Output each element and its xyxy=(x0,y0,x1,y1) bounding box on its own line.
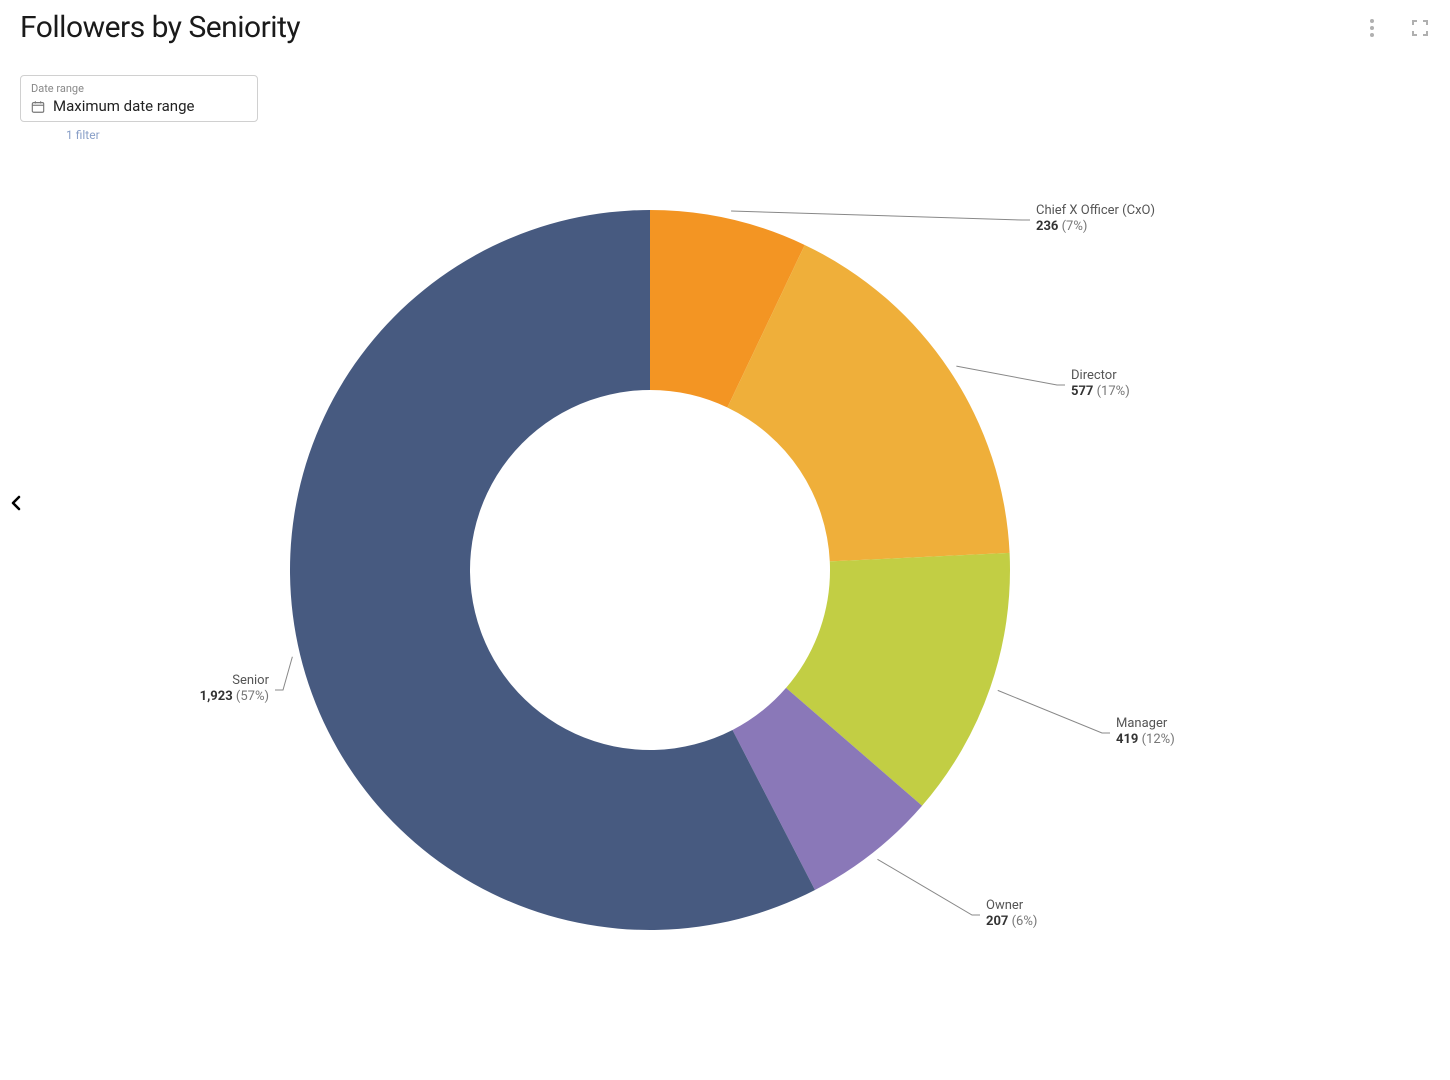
donut-chart: Chief X Officer (CxO)236 (7%) Director577… xyxy=(0,170,1450,1010)
expand-icon[interactable] xyxy=(1410,18,1430,38)
page-title: Followers by Seniority xyxy=(20,10,300,45)
slice-label: Owner207 (6%) xyxy=(986,898,1037,929)
slice-label: Senior1,923 (57%) xyxy=(200,673,270,704)
leader-line xyxy=(731,211,1030,220)
date-range-label: Date range xyxy=(31,82,247,95)
leader-line xyxy=(275,657,292,690)
date-range-value: Maximum date range xyxy=(53,97,194,115)
slice-label: Manager419 (12%) xyxy=(1116,716,1175,747)
filter-count-link[interactable]: 1 filter xyxy=(66,128,258,142)
calendar-icon xyxy=(31,99,45,113)
leader-line xyxy=(998,690,1110,733)
more-options-icon[interactable] xyxy=(1362,18,1382,38)
slice-label: Director577 (17%) xyxy=(1071,368,1130,399)
leader-line xyxy=(956,366,1065,385)
slice-label: Chief X Officer (CxO)236 (7%) xyxy=(1036,203,1155,234)
leader-line xyxy=(877,859,980,915)
date-range-picker[interactable]: Date range Maximum date range xyxy=(20,75,258,122)
